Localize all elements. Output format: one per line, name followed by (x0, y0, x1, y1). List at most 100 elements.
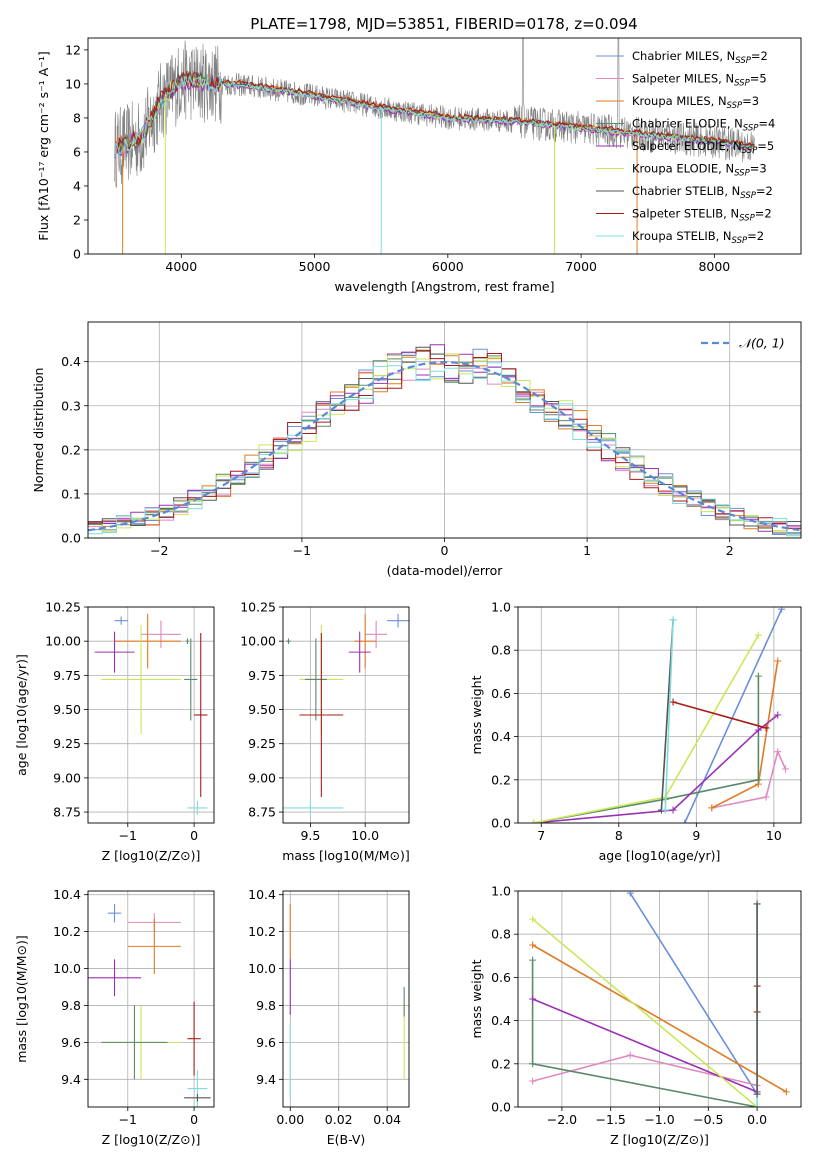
x-tick-label: 8000 (698, 259, 730, 274)
y-tick-label: 9.8 (61, 998, 81, 1013)
weight-marker (529, 956, 537, 964)
y-tick-label: 10.25 (240, 600, 276, 615)
weight-marker (762, 793, 770, 801)
residuals-panel: −2 −1 0 1 2 0.0 0.1 0.2 0.3 0.4 (data-model)/error… (31, 321, 802, 578)
errorbar-point-9 (283, 801, 344, 815)
y-tick-label: 0.2 (61, 442, 81, 457)
weight-marker (529, 995, 537, 1003)
y-tick-label: 0.3 (61, 398, 81, 413)
y-tick-label: 0.0 (61, 531, 81, 546)
weight-marker (529, 941, 537, 949)
errorbar-point-9 (184, 1094, 211, 1102)
x-tick-label: −2.0 (547, 1112, 577, 1127)
errorbar-point-2 (141, 620, 181, 649)
legend-entry: Kroupa MILES, NSSP=3 (632, 94, 759, 111)
weight-marker (762, 724, 770, 732)
x-tick-label: 5000 (299, 259, 331, 274)
y-axis-label: mass weight (469, 959, 484, 1038)
axes-frame (87, 890, 215, 1108)
y-tick-label: 9.25 (248, 736, 276, 751)
x-tick-label: −2 (150, 543, 168, 558)
y-tick-label: 8.75 (53, 805, 81, 820)
x-tick-label: −1 (119, 1112, 137, 1127)
weight-marker (774, 748, 782, 756)
weight-line-1 (683, 608, 783, 823)
weight-marker (774, 711, 782, 719)
y-tick-label: 9.50 (53, 702, 81, 717)
y-axis-label: mass [log10(M/M⊙)] (14, 935, 29, 1063)
errorbar-point-9 (187, 801, 208, 815)
weight-marker (753, 1103, 761, 1107)
x-tick-label: 9.5 (300, 828, 320, 843)
y-tick-label: 0.0 (491, 816, 511, 831)
weight-line-3 (532, 944, 787, 1093)
x-tick-label: 0.0 (747, 1112, 767, 1127)
axes-frame (87, 606, 215, 824)
weight-marker (754, 776, 762, 784)
errorbar-point-5 (348, 631, 371, 673)
errorbar-point-1 (107, 903, 122, 923)
y-tick-label: 0.4 (61, 354, 81, 369)
y-tick-label: 4 (73, 178, 81, 193)
weight-line-2 (711, 749, 787, 809)
errorbar-point-3 (114, 613, 181, 669)
x-tick-label: 0.04 (373, 1112, 401, 1127)
mass-vs-extinction-panel: 0.00 0.02 0.04 9.4 9.6 9.8 10.0 10.2 10.4 E(B-V) (248, 887, 410, 1147)
y-axis-label: age [log10(age/yr)] (14, 654, 29, 776)
axes-frame (517, 606, 802, 824)
x-tick-label: −1.5 (596, 1112, 626, 1127)
errorbar-point-5 (94, 631, 135, 673)
y-tick-label: 10.2 (53, 924, 81, 939)
x-axis-label: (data-model)/error (387, 563, 504, 578)
plot-area (283, 613, 409, 815)
weight-marker (530, 819, 538, 823)
weight-line-1 (629, 892, 758, 1095)
normal-reference-curve (88, 360, 801, 532)
legend-entry: Kroupa ELODIE, NSSP=3 (632, 162, 767, 179)
weight-line-5 (533, 714, 779, 823)
errorbar-point-3 (127, 918, 181, 975)
x-tick-label: 0.02 (325, 1112, 353, 1127)
errorbar-point-7 (184, 638, 198, 721)
x-tick-label: 9 (692, 828, 700, 843)
y-tick-label: 8 (73, 110, 81, 125)
legend-entry: Chabrier MILES, NSSP=2 (632, 49, 768, 66)
legend-entry: Kroupa STELIB, NSSP=2 (632, 229, 764, 246)
y-tick-label: 0.8 (491, 927, 511, 942)
weight-marker (681, 819, 689, 823)
x-tick-label: 10 (766, 828, 782, 843)
x-tick-label: 4000 (165, 259, 197, 274)
x-tick-label: 0 (441, 543, 449, 558)
errorbar-point-8 (194, 632, 208, 798)
y-tick-label: 1.0 (491, 884, 511, 899)
figure-title: PLATE=1798, MJD=53851, FIBERID=0178, z=0… (250, 15, 637, 33)
y-axis-label: Normed distribution (31, 368, 46, 493)
y-tick-label: 10 (65, 76, 81, 91)
errorbar-point-1 (387, 613, 409, 628)
plot-area (529, 891, 790, 1107)
y-tick-label: 10.4 (248, 887, 276, 902)
errorbar-point-7 (304, 638, 327, 721)
weight-line-3 (711, 660, 779, 809)
weight-marker (754, 672, 762, 680)
y-tick-label: 1.0 (491, 600, 511, 615)
y-tick-label: 10.25 (45, 600, 81, 615)
weight-marker (782, 1088, 790, 1096)
y-tick-label: 2 (73, 212, 81, 227)
legend-entry: Salpeter MILES, NSSP=5 (632, 72, 767, 89)
y-tick-label: 0.6 (491, 686, 511, 701)
weight-marker (774, 657, 782, 665)
y-tick-label: 0.4 (491, 1013, 511, 1028)
model-line-9 (114, 74, 755, 158)
weight-marker (753, 1090, 761, 1098)
weight-line-8 (672, 701, 767, 729)
x-tick-label: 10.0 (351, 828, 379, 843)
spectrum-panel: 4000 5000 6000 7000 8000 0 2 4 6 8 10 12 wavelength … (36, 37, 802, 294)
x-tick-label: 7 (537, 828, 545, 843)
y-tick-label: 9.4 (256, 1072, 276, 1087)
legend-entry: Salpeter STELIB, NSSP=2 (632, 207, 772, 224)
weight-marker (754, 631, 762, 639)
weight-vs-metallicity-panel: −2.0 −1.5 −1.0 −0.5 0.0 0.0 0.2 0.4 0.6 0.8 1.0 Z [… (469, 884, 802, 1147)
weight-marker (669, 806, 677, 814)
